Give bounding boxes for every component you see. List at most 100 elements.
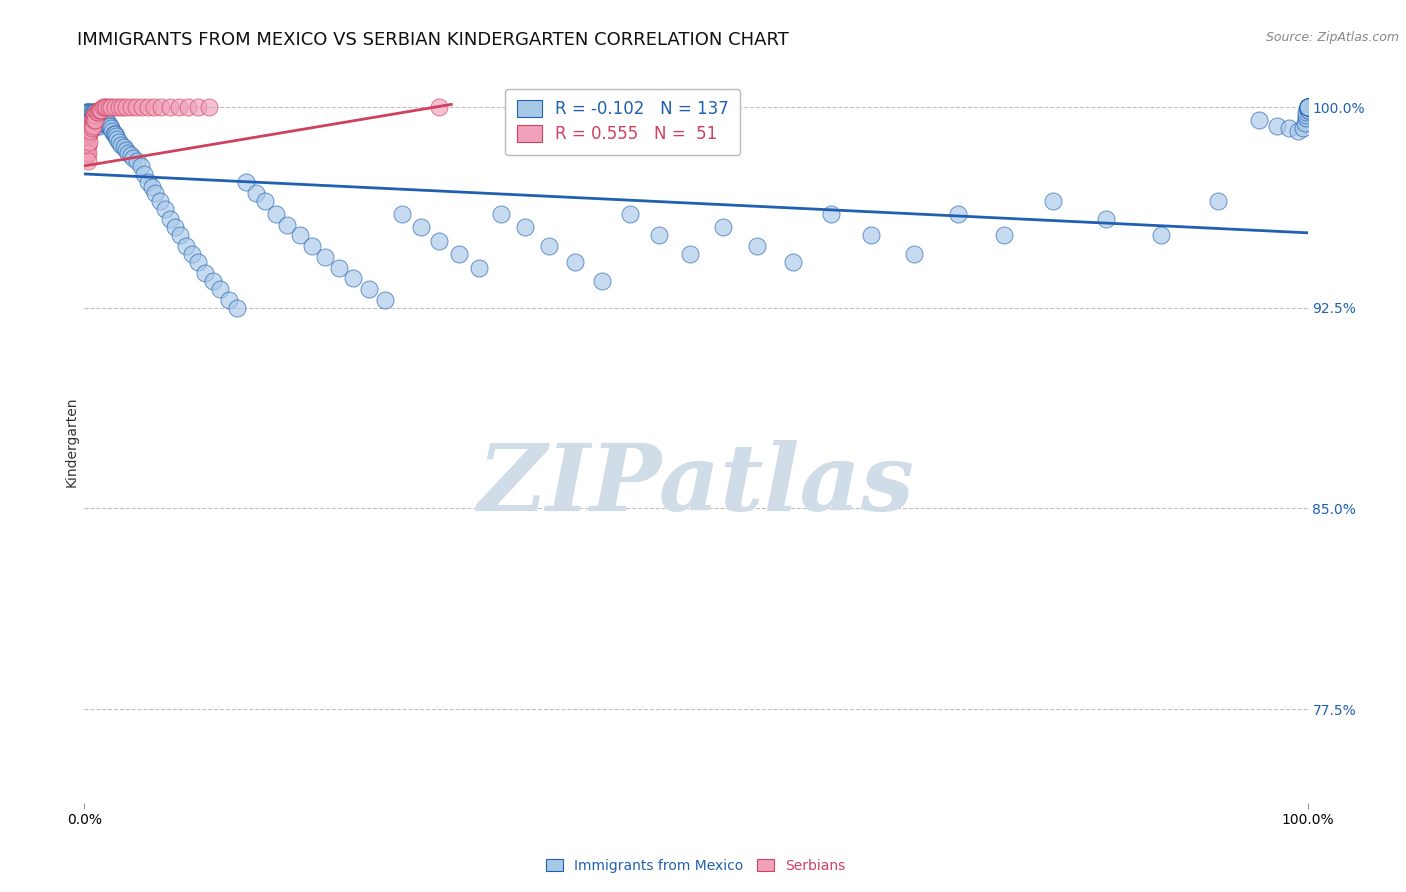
Point [75, 113, 97, 128]
Point [97, 119, 120, 133]
Point [747, 239, 769, 253]
Point [77, 119, 100, 133]
Point [87, 111, 110, 125]
Point [1295, 105, 1317, 120]
Point [103, 127, 125, 141]
Point [1296, 100, 1319, 114]
Point [149, 194, 172, 208]
Point [159, 212, 181, 227]
Point [84, 113, 107, 128]
Point [468, 260, 491, 275]
Point [86, 105, 108, 120]
Point [143, 100, 166, 114]
Point [782, 255, 804, 269]
Point [86, 105, 108, 120]
Point [115, 100, 138, 114]
Point [76, 132, 98, 146]
Point [87, 103, 110, 117]
Point [150, 100, 173, 114]
Point [75, 127, 97, 141]
Point [91, 108, 114, 122]
Text: Source: ZipAtlas.com: Source: ZipAtlas.com [1265, 31, 1399, 45]
Point [1296, 100, 1319, 114]
Point [97, 116, 120, 130]
Point [79, 111, 101, 125]
Point [80, 116, 103, 130]
Point [129, 159, 152, 173]
Point [91, 100, 114, 114]
Point [111, 100, 134, 114]
Point [1296, 103, 1319, 117]
Point [89, 108, 111, 122]
Point [77, 135, 100, 149]
Point [859, 228, 882, 243]
Point [77, 127, 100, 141]
Point [159, 100, 181, 114]
Point [513, 220, 536, 235]
Point [107, 135, 129, 149]
Point [591, 274, 613, 288]
Point [993, 228, 1015, 243]
Point [342, 271, 364, 285]
Point [122, 151, 145, 165]
Point [83, 108, 105, 122]
Point [79, 116, 101, 130]
Text: ZIPatlas: ZIPatlas [478, 440, 914, 530]
Point [77, 111, 100, 125]
Point [301, 239, 323, 253]
Point [97, 100, 120, 114]
Point [82, 105, 104, 120]
Point [1296, 100, 1319, 114]
Point [134, 167, 156, 181]
Point [84, 108, 107, 122]
Point [1150, 228, 1173, 243]
Point [82, 111, 104, 125]
Point [1042, 194, 1064, 208]
Point [80, 119, 103, 133]
Point [90, 108, 112, 122]
Point [77, 129, 100, 144]
Point [181, 247, 204, 261]
Point [101, 124, 124, 138]
Point [276, 218, 298, 232]
Point [96, 100, 118, 114]
Point [84, 113, 107, 128]
Point [374, 293, 396, 307]
Point [77, 121, 100, 136]
Point [711, 220, 734, 235]
Point [1294, 116, 1316, 130]
Point [209, 282, 232, 296]
Point [1296, 100, 1319, 114]
Point [87, 113, 110, 128]
Point [83, 119, 105, 133]
Point [107, 100, 129, 114]
Point [538, 239, 561, 253]
Point [120, 148, 142, 162]
Point [1278, 121, 1301, 136]
Point [328, 260, 350, 275]
Point [86, 119, 108, 133]
Point [79, 119, 101, 133]
Point [1296, 100, 1319, 114]
Point [115, 143, 138, 157]
Point [77, 113, 100, 128]
Point [76, 140, 98, 154]
Point [80, 121, 103, 136]
Point [1296, 100, 1319, 114]
Point [77, 119, 100, 133]
Point [87, 105, 110, 120]
Point [89, 103, 111, 117]
Point [76, 111, 98, 125]
Point [75, 105, 97, 120]
Point [96, 113, 118, 128]
Point [218, 293, 240, 307]
Point [79, 105, 101, 120]
Point [82, 119, 104, 133]
Point [201, 274, 224, 288]
Point [177, 100, 200, 114]
Point [77, 121, 100, 136]
Point [77, 137, 100, 152]
Point [76, 148, 98, 162]
Point [235, 175, 257, 189]
Point [91, 116, 114, 130]
